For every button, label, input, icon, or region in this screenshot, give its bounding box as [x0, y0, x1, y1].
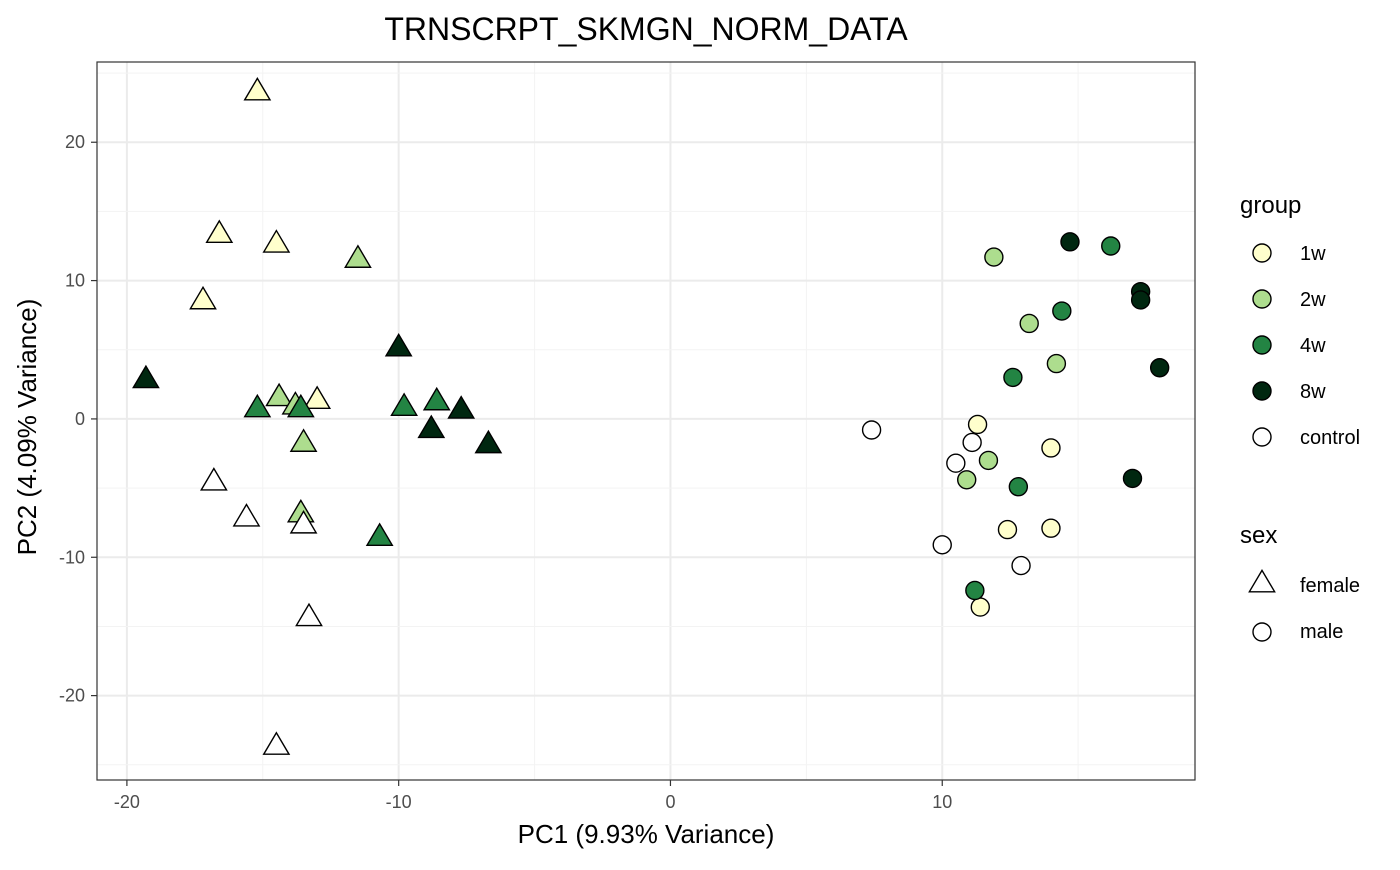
- y-axis-title: PC2 (4.09% Variance): [12, 299, 42, 556]
- point-triangle: [295, 602, 323, 627]
- point-circle: [984, 247, 1004, 267]
- y-tick-label: -10: [59, 547, 85, 567]
- legend: group 1w 2w 4w 8w control sex female male: [1240, 192, 1360, 643]
- point-triangle: [132, 364, 160, 389]
- x-tick-label: -20: [114, 792, 140, 812]
- point-circle: [1122, 468, 1143, 489]
- legend-title-group: group: [1240, 192, 1301, 219]
- point-triangle: [384, 332, 413, 357]
- point-triangle: [243, 77, 272, 101]
- y-tick-label: 20: [65, 132, 85, 152]
- point-triangle: [243, 393, 272, 418]
- point-circle: [970, 597, 990, 617]
- point-circle: [1060, 232, 1080, 252]
- point-circle: [1130, 290, 1151, 310]
- y-tick-label: 0: [75, 409, 85, 429]
- point-circle: [1052, 301, 1072, 321]
- grid: [97, 62, 1195, 780]
- point-circle: [967, 414, 988, 435]
- point-triangle: [286, 393, 315, 418]
- legend-label-8w: 8w: [1300, 381, 1326, 403]
- x-tick-label: 0: [665, 792, 675, 812]
- point-circle: [946, 453, 966, 473]
- legend-key-4w: [1252, 335, 1272, 355]
- point-triangle: [303, 385, 332, 410]
- point-triangle: [205, 219, 234, 244]
- legend-label-2w: 2w: [1300, 289, 1326, 311]
- point-triangle: [289, 510, 318, 534]
- legend-label-control: control: [1300, 427, 1360, 449]
- point-triangle: [265, 382, 293, 407]
- legend-key-8w: [1252, 381, 1272, 401]
- point-triangle: [289, 428, 318, 452]
- point-circle: [962, 432, 982, 453]
- x-axis-title: PC1 (9.93% Variance): [518, 819, 775, 849]
- panel-border: [96, 61, 1196, 781]
- x-tick-label: -10: [386, 792, 412, 812]
- point-triangle: [365, 522, 394, 547]
- legend-label-male: male: [1300, 621, 1343, 643]
- legend-label-1w: 1w: [1300, 243, 1326, 265]
- point-triangle: [262, 229, 291, 253]
- legend-key-male: [1252, 622, 1272, 642]
- point-triangle: [447, 395, 476, 419]
- legend-label-female: female: [1300, 575, 1360, 597]
- points: [132, 77, 1170, 755]
- point-circle: [1101, 236, 1121, 256]
- point-triangle: [474, 429, 503, 454]
- x-tick-label: 10: [932, 792, 952, 812]
- legend-key-2w: [1252, 289, 1272, 309]
- point-triangle: [344, 244, 372, 268]
- point-circle: [1149, 358, 1170, 378]
- point-circle: [997, 519, 1018, 540]
- legend-key-1w: [1252, 243, 1272, 263]
- point-circle: [1041, 518, 1061, 538]
- point-circle: [1008, 477, 1029, 497]
- point-circle: [1011, 555, 1031, 576]
- y-tick-label: -20: [59, 686, 85, 706]
- point-circle: [957, 470, 977, 490]
- point-circle: [965, 580, 985, 601]
- axes: -20 -10 0 10 -20 -10 0 10 20: [59, 132, 952, 812]
- point-triangle: [417, 414, 446, 439]
- y-tick-label: 10: [65, 271, 85, 291]
- legend-title-sex: sex: [1240, 522, 1277, 549]
- point-triangle: [199, 467, 228, 491]
- point-circle: [1003, 367, 1023, 388]
- point-circle: [978, 450, 999, 471]
- point-circle: [932, 535, 952, 555]
- legend-key-female: [1248, 568, 1276, 593]
- point-triangle: [189, 285, 217, 310]
- point-triangle: [390, 392, 418, 416]
- legend-label-4w: 4w: [1300, 335, 1326, 357]
- point-circle: [861, 420, 882, 440]
- point-triangle: [422, 386, 451, 411]
- point-circle: [1046, 353, 1067, 374]
- legend-key-control: [1252, 427, 1272, 447]
- chart-title: TRNSCRPT_SKMGN_NORM_DATA: [384, 11, 908, 47]
- point-circle: [1041, 438, 1061, 458]
- point-circle: [1019, 313, 1039, 334]
- point-triangle: [232, 503, 261, 527]
- point-triangle: [262, 731, 291, 755]
